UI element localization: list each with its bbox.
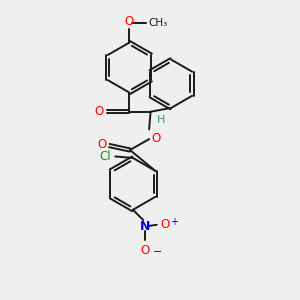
Text: −: − xyxy=(153,247,163,257)
Text: N: N xyxy=(140,220,150,233)
Text: O: O xyxy=(94,105,104,118)
Text: O: O xyxy=(125,15,134,28)
Text: H: H xyxy=(157,115,165,125)
Text: O: O xyxy=(152,132,161,145)
Text: +: + xyxy=(170,217,178,227)
Text: Cl: Cl xyxy=(100,150,111,163)
Text: CH₃: CH₃ xyxy=(148,17,168,28)
Text: O: O xyxy=(140,244,150,256)
Text: O: O xyxy=(97,138,106,151)
Text: O: O xyxy=(160,218,170,231)
